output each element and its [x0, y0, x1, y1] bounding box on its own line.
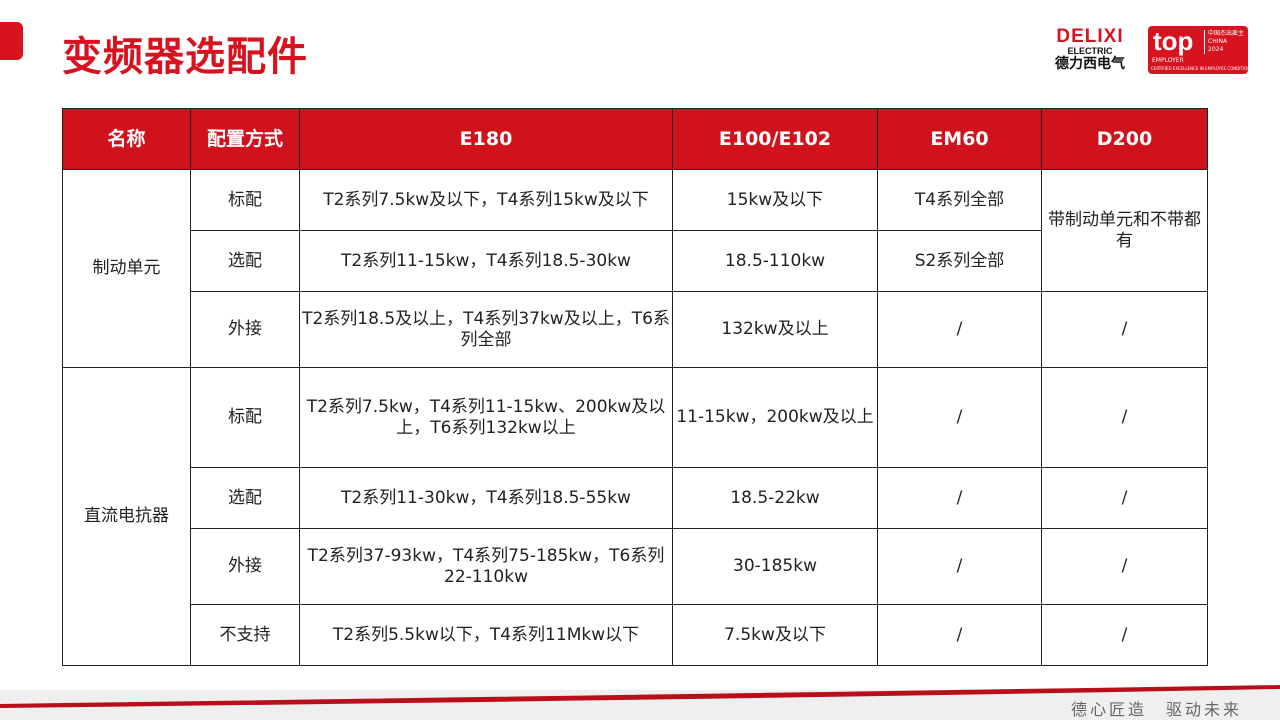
table-cell: / [877, 291, 1042, 368]
table-cell: T2系列7.5kw及以下，T4系列15kw及以下 [299, 169, 673, 231]
table-cell: 带制动单元和不带都有 [1041, 169, 1208, 292]
table-cell: 15kw及以下 [672, 169, 878, 231]
column-header: D200 [1041, 108, 1208, 170]
table-row: 选配 T2系列11-15kw，T4系列18.5-30kw 18.5-110kw S2系… [63, 230, 1208, 292]
corner-tab-decoration [0, 22, 23, 60]
delixi-logo: DELIXI ELECTRIC 德力西电气 [1040, 26, 1140, 72]
table-cell: 选配 [190, 230, 300, 292]
table-cell: 标配 [190, 367, 300, 468]
table-cell: T2系列18.5及以上，T4系列37kw及以上，T6系列全部 [299, 291, 673, 368]
table-row: 外接 T2系列37-93kw，T4系列75-185kw，T6系列22-110kw 3… [63, 528, 1208, 605]
table-row: 制动单元 标配 T2系列7.5kw及以下，T4系列15kw及以下 15kw及以下 T4系… [62, 169, 1208, 368]
table-cell: / [877, 604, 1042, 666]
table-cell: 不支持 [190, 604, 300, 666]
table-cell: 外接 [190, 528, 300, 605]
table-cell: / [1041, 467, 1208, 529]
table-cell: 132kw及以上 [672, 291, 878, 368]
column-header: E180 [299, 108, 673, 170]
badge-region: 中国杰出雇主 CHINA 2024 [1204, 30, 1244, 54]
badge-footnote: CERTIFIED EXCELLENCE IN EMPLOYEE CONDITI… [1151, 66, 1253, 71]
table-cell: 11-15kw，200kw及以上 [672, 367, 878, 468]
table-cell: / [877, 467, 1042, 529]
table-cell: / [1041, 528, 1208, 605]
table-cell: / [877, 528, 1042, 605]
table-cell: 18.5-110kw [672, 230, 878, 292]
footer-swoosh [0, 685, 1280, 708]
badge-region-en: CHINA [1208, 38, 1228, 45]
table-cell: T2系列11-30kw，T4系列18.5-55kw [299, 467, 673, 529]
logo-cn: 德力西电气 [1055, 56, 1125, 72]
table-cell: / [1041, 604, 1208, 666]
table-cell: 标配 [190, 169, 300, 231]
table-cell: 直流电抗器 [62, 367, 191, 666]
table-cell: 外接 [190, 291, 300, 368]
table-header-row: 名称 配置方式 E180 E100/E102 EM60 D200 [62, 108, 1208, 170]
table-cell: 制动单元 [62, 169, 191, 368]
table-cell: 30-185kw [672, 528, 878, 605]
badge-top: top [1153, 26, 1194, 56]
column-header: EM60 [877, 108, 1042, 170]
table-cell: 7.5kw及以下 [672, 604, 878, 666]
table-cell: T4系列全部 [877, 169, 1042, 231]
table-cell: T2系列37-93kw，T4系列75-185kw，T6系列22-110kw [299, 528, 673, 605]
table-cell: T2系列7.5kw，T4系列11-15kw、200kw及以上，T6系列132kw… [299, 367, 673, 468]
table-cell: / [1041, 367, 1208, 468]
table-cell: S2系列全部 [877, 230, 1042, 292]
logo-sub: ELECTRIC [1067, 46, 1113, 56]
table-row: 直流电抗器 标配 T2系列7.5kw，T4系列11-15kw、200kw及以上，T6… [62, 367, 1208, 666]
table-cell: 18.5-22kw [672, 467, 878, 529]
badge-region-cn: 中国杰出雇主 [1208, 30, 1245, 37]
top-employer-badge: top EMPLOYER 中国杰出雇主 CHINA 2024 CERTIFIED E… [1148, 26, 1253, 74]
table-row: 选配 T2系列11-30kw，T4系列18.5-55kw 18.5-22kw / / [63, 467, 1208, 529]
table-row: 外接 T2系列18.5及以上，T4系列37kw及以上，T6系列全部 132kw及以上… [63, 291, 1208, 368]
column-header: E100/E102 [672, 108, 878, 170]
logo-brand: DELIXI [1056, 26, 1124, 47]
badge-employer: EMPLOYER [1152, 57, 1184, 64]
column-header: 配置方式 [190, 108, 300, 170]
table-row: 不支持 T2系列5.5kw以下，T4系列11Mkw以下 7.5kw及以下 / / [63, 604, 1208, 666]
badge-year: 2024 [1208, 46, 1224, 53]
table-cell: 选配 [190, 467, 300, 529]
footer-slogan: 德心匠造 驱动未来 [1071, 700, 1243, 719]
table-cell: / [877, 367, 1042, 468]
table-cell: T2系列11-15kw，T4系列18.5-30kw [299, 230, 673, 292]
column-header: 名称 [62, 108, 191, 170]
table-cell: / [1041, 291, 1208, 368]
table-cell: T2系列5.5kw以下，T4系列11Mkw以下 [299, 604, 673, 666]
page-title: 变频器选配件 [62, 34, 308, 80]
accessory-table: 名称 配置方式 E180 E100/E102 EM60 D200 制动单元 标配 T2系列7.… [62, 108, 1208, 666]
